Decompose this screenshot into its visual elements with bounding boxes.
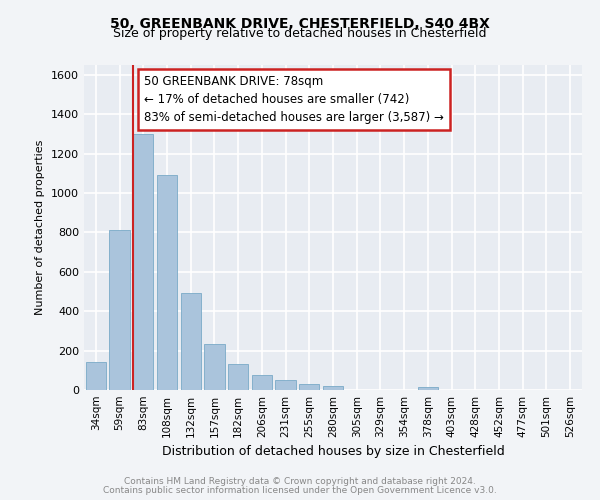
- Y-axis label: Number of detached properties: Number of detached properties: [35, 140, 46, 315]
- Bar: [275, 380, 296, 390]
- Bar: [252, 375, 272, 390]
- Bar: [299, 384, 319, 390]
- Text: Contains HM Land Registry data © Crown copyright and database right 2024.: Contains HM Land Registry data © Crown c…: [124, 477, 476, 486]
- Text: 50, GREENBANK DRIVE, CHESTERFIELD, S40 4BX: 50, GREENBANK DRIVE, CHESTERFIELD, S40 4…: [110, 18, 490, 32]
- Bar: [109, 230, 130, 390]
- Bar: [181, 294, 201, 390]
- Text: 50 GREENBANK DRIVE: 78sqm
← 17% of detached houses are smaller (742)
83% of semi: 50 GREENBANK DRIVE: 78sqm ← 17% of detac…: [144, 74, 443, 124]
- Text: Contains public sector information licensed under the Open Government Licence v3: Contains public sector information licen…: [103, 486, 497, 495]
- X-axis label: Distribution of detached houses by size in Chesterfield: Distribution of detached houses by size …: [161, 446, 505, 458]
- Text: Size of property relative to detached houses in Chesterfield: Size of property relative to detached ho…: [113, 28, 487, 40]
- Bar: [133, 134, 154, 390]
- Bar: [418, 387, 438, 390]
- Bar: [86, 362, 106, 390]
- Bar: [205, 344, 224, 390]
- Bar: [157, 176, 177, 390]
- Bar: [323, 386, 343, 390]
- Bar: [228, 364, 248, 390]
